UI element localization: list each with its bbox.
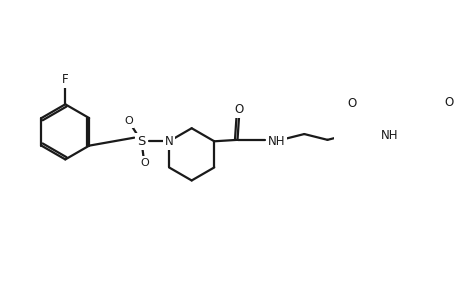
Text: O: O — [444, 96, 453, 109]
Text: F: F — [62, 73, 68, 86]
Text: O: O — [124, 116, 133, 126]
Text: S: S — [137, 135, 146, 148]
Text: O: O — [234, 103, 243, 116]
Text: N: N — [164, 135, 173, 148]
Text: O: O — [140, 158, 149, 168]
Text: NH: NH — [381, 129, 398, 142]
Text: NH: NH — [268, 135, 285, 148]
Text: O: O — [347, 97, 356, 110]
